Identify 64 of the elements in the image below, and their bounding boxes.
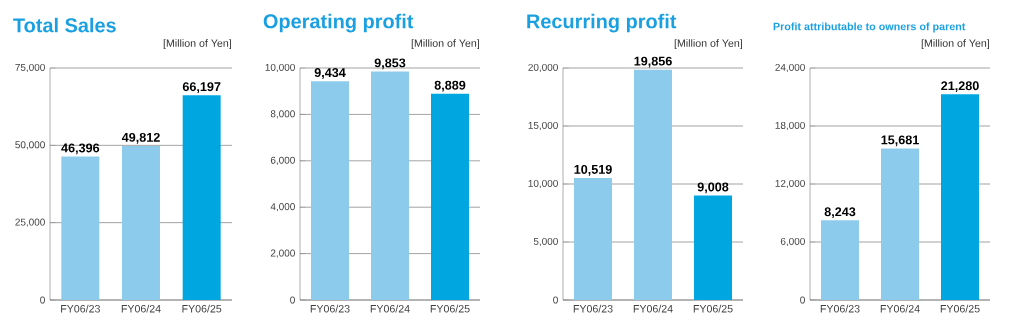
x-tick-label: FY06/25 [182, 304, 222, 313]
y-axis-title: [Million of Yen] [163, 39, 231, 50]
y-tick-label: 2,000 [270, 249, 295, 258]
y-tick-label: 0 [290, 296, 295, 304]
y-tick-label: 10,000 [528, 179, 558, 189]
chart-title: Profit attributable to owners of parent [773, 22, 966, 33]
data-label: 15,681 [881, 135, 919, 147]
y-tick-label: 6,000 [780, 237, 805, 247]
bar [634, 69, 673, 300]
y-tick-label: 18,000 [775, 121, 805, 131]
x-tick-label: FY06/23 [61, 304, 100, 313]
data-label: 9,853 [374, 58, 406, 70]
data-label: 9,008 [697, 182, 729, 194]
bar [821, 220, 860, 300]
x-tick-label: FY06/23 [310, 304, 350, 313]
y-tick-label: 10,000 [265, 63, 295, 73]
data-label: 10,519 [574, 164, 612, 176]
y-tick-label: 12,000 [775, 179, 805, 189]
y-axis-title: [Million of Yen] [921, 39, 989, 50]
bar [694, 195, 733, 300]
data-label: 19,856 [634, 56, 672, 68]
bar [182, 95, 221, 300]
y-tick-label: 5,000 [533, 237, 558, 247]
y-tick-label: 6,000 [270, 156, 295, 165]
bar [371, 71, 409, 300]
x-tick-label: FY06/24 [121, 304, 161, 313]
chart-title: Recurring profit [527, 13, 677, 33]
y-tick-label: 75,000 [15, 63, 45, 73]
data-label: 49,812 [121, 132, 160, 144]
data-label: 66,197 [182, 82, 221, 93]
bar [574, 177, 613, 300]
bar [431, 93, 469, 300]
y-tick-label: 0 [553, 296, 558, 304]
y-tick-label: 4,000 [270, 203, 295, 212]
x-tick-label: FY06/23 [573, 304, 613, 313]
x-tick-label: FY06/25 [940, 304, 980, 313]
y-axis-title: [Million of Yen] [674, 39, 742, 50]
bar [941, 94, 980, 300]
y-axis-title: [Million of Yen] [411, 39, 479, 50]
x-tick-label: FY06/25 [693, 304, 733, 313]
x-tick-label: FY06/24 [880, 304, 920, 313]
data-label: 46,396 [61, 143, 100, 155]
x-tick-label: FY06/24 [370, 304, 410, 313]
y-tick-label: 50,000 [15, 141, 45, 150]
chart-title: Total Sales [13, 17, 116, 33]
y-tick-label: 0 [800, 296, 805, 304]
y-tick-label: 8,000 [270, 110, 295, 119]
bar [311, 81, 349, 300]
data-label: 8,889 [434, 80, 466, 92]
y-tick-label: 25,000 [15, 218, 45, 227]
bar [881, 148, 920, 300]
data-label: 8,243 [824, 207, 856, 219]
x-tick-label: FY06/23 [820, 304, 860, 313]
bar [61, 156, 100, 300]
data-label: 21,280 [941, 81, 979, 93]
chart-title: Operating profit [263, 13, 414, 33]
bar [122, 145, 160, 300]
x-tick-label: FY06/24 [633, 304, 673, 313]
y-tick-label: 15,000 [528, 121, 558, 131]
y-tick-label: 0 [40, 296, 45, 304]
data-label: 9,434 [314, 68, 346, 79]
y-tick-label: 24,000 [775, 63, 805, 73]
y-tick-label: 20,000 [528, 63, 558, 73]
x-tick-label: FY06/25 [430, 304, 470, 313]
